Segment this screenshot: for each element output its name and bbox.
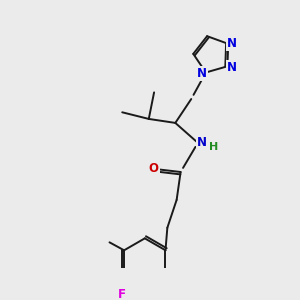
Text: O: O [149, 162, 159, 175]
Text: N: N [197, 67, 207, 80]
Text: N: N [197, 136, 207, 149]
Text: F: F [118, 288, 125, 300]
Text: H: H [208, 142, 218, 152]
Text: N: N [227, 37, 237, 50]
Text: N: N [227, 61, 237, 74]
